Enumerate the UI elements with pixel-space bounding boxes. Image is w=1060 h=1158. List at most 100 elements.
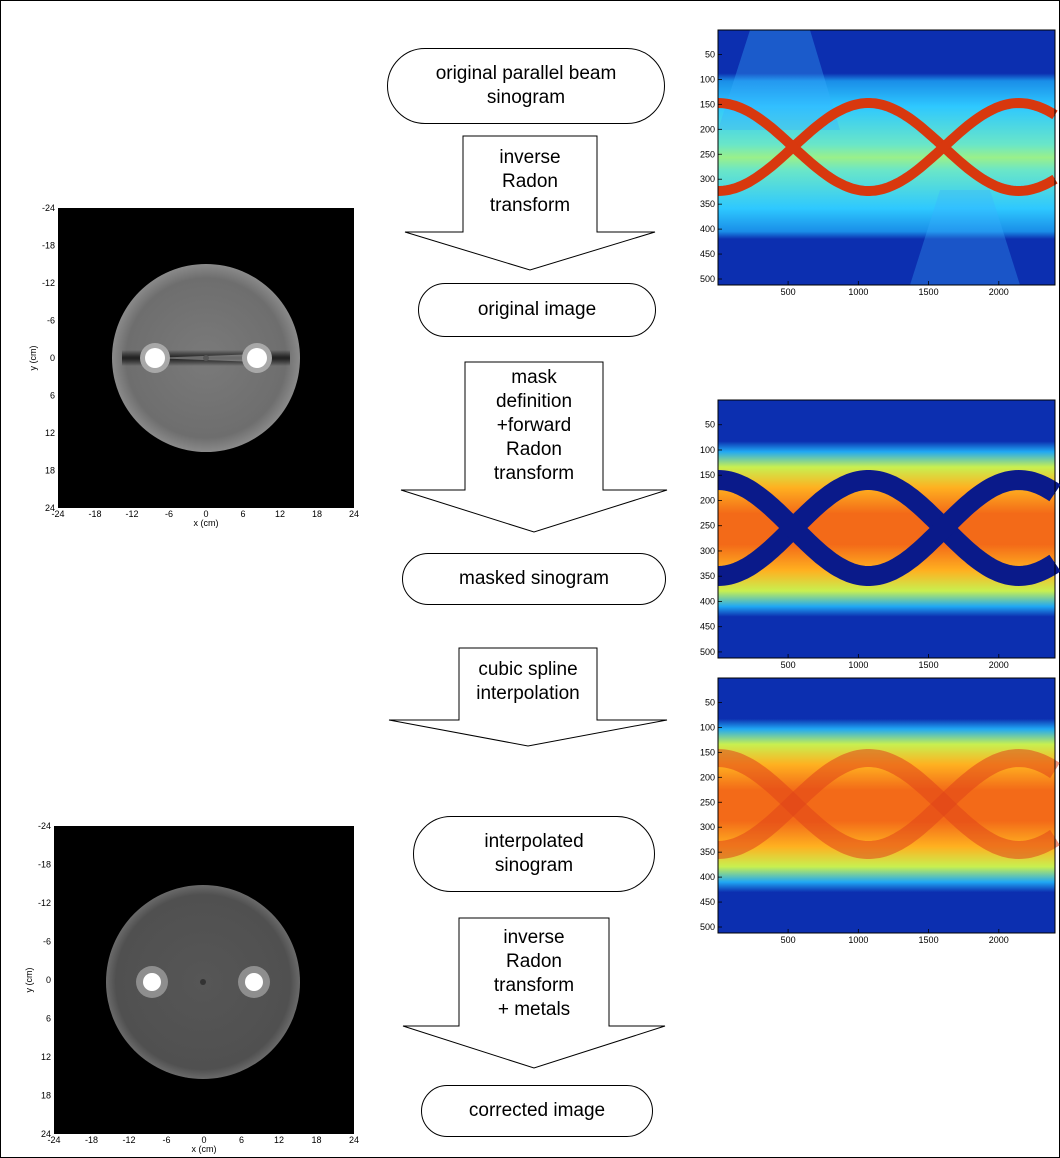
sinogram-masked-y-tick: 200 [700, 495, 715, 505]
arrow-cubic-spline: cubic spline interpolation [389, 648, 667, 746]
ct-original-svg: -24 -24 -18 -18 -12 -12 -6 -6 0 0 6 6 12 12 18 18 24 24 x … [0, 200, 320, 530]
sinogram-original-y-tick: 100 [700, 74, 715, 84]
ct-corrected-x-tick: 6 [239, 1135, 244, 1145]
sinogram-interpolated-y-tick: 350 [700, 847, 715, 857]
sinogram-masked-image [718, 400, 1055, 658]
arrow-inverse-radon-label: inverse Radon transform [405, 146, 655, 218]
sinogram-masked-x-tick: 1500 [919, 660, 939, 670]
ct-original-panel: -24 -24 -18 -18 -12 -12 -6 -6 0 0 6 6 12 12 18 18 24 24 x … [0, 200, 320, 530]
ct-original-x-tick: 18 [312, 509, 322, 519]
sinogram-interpolated-y-tick: 100 [700, 722, 715, 732]
ct-corrected-x-tick: 24 [349, 1135, 359, 1145]
sinogram-original-y-tick: 150 [700, 99, 715, 109]
sinogram-interpolated-panel: 500 1000 1500 2000 50 100 150 200 250 300 350 400 45… [690, 678, 1060, 948]
box-original-image-label: original image [478, 298, 596, 322]
sinogram-original-y-tick: 450 [700, 249, 715, 259]
ct-original-y-tick: 18 [45, 466, 55, 476]
ct-corrected-x-tick: 12 [274, 1135, 284, 1145]
sinogram-interpolated-x-tick: 1000 [848, 935, 868, 945]
sinogram-interpolated-y-tick: 300 [700, 822, 715, 832]
sinogram-original-x-tick: 1000 [848, 287, 868, 297]
ct-corrected-y-label: y (cm) [24, 968, 34, 993]
ct-original-x-tick: -12 [125, 509, 138, 519]
ct-original-metal-left [145, 348, 165, 368]
arrow-inverse-radon: inverse Radon transform [405, 136, 655, 270]
ct-corrected-y-tick: 12 [41, 1052, 51, 1062]
sinogram-interpolated-svg: 500 1000 1500 2000 50 100 150 200 250 300 350 400 45… [690, 678, 1060, 948]
ct-corrected-x-tick: -6 [162, 1135, 170, 1145]
sinogram-interpolated-x-tick: 2000 [989, 935, 1009, 945]
ct-original-x-tick: -18 [88, 509, 101, 519]
ct-original-y-tick: -6 [47, 316, 55, 326]
sinogram-masked-y-tick: 450 [700, 622, 715, 632]
ct-corrected-y-tick: -12 [38, 898, 51, 908]
ct-corrected-x-tick: -18 [85, 1135, 98, 1145]
ct-original-y-tick: -12 [42, 278, 55, 288]
sinogram-original-x-tick: 1500 [919, 287, 939, 297]
sinogram-interpolated-y-tick: 200 [700, 772, 715, 782]
sinogram-interpolated-y-tick: 400 [700, 872, 715, 882]
box-corrected-image: corrected image [421, 1085, 653, 1137]
arrow-inverse-radon-metals-label: inverse Radon transform + metals [403, 926, 665, 1022]
sinogram-masked-panel: 500 1000 1500 2000 50 100 150 200 250 300 350 400 45… [690, 400, 1060, 670]
ct-original-y-tick: 12 [45, 428, 55, 438]
box-interpolated-sinogram-label: interpolated sinogram [484, 830, 583, 878]
ct-corrected-panel: -24 -24 -18 -18 -12 -12 -6 -6 0 0 6 6 12 12 18 18 24 24 x … [0, 818, 320, 1158]
sinogram-interpolated-y-tick: 50 [705, 697, 715, 707]
sinogram-masked-y-tick: 500 [700, 647, 715, 657]
ct-original-y-tick: -18 [42, 241, 55, 251]
ct-original-x-tick: 24 [349, 509, 359, 519]
ct-corrected-y-tick: -6 [43, 937, 51, 947]
box-corrected-image-label: corrected image [469, 1099, 605, 1123]
sinogram-masked-y-tick: 350 [700, 571, 715, 581]
ct-corrected-y-tick: 0 [46, 975, 51, 985]
sinogram-original-y-tick: 200 [700, 124, 715, 134]
sinogram-original-y-tick: 500 [700, 274, 715, 284]
sinogram-masked-x-tick: 1000 [848, 660, 868, 670]
ct-corrected-metal-right [245, 973, 263, 991]
sinogram-original-y-tick: 350 [700, 199, 715, 209]
sinogram-masked-x-tick: 2000 [989, 660, 1009, 670]
ct-original-x-tick: -6 [165, 509, 173, 519]
ct-original-y-label: y (cm) [28, 346, 38, 371]
sinogram-masked-y-tick: 100 [700, 445, 715, 455]
sinogram-original-y-tick: 300 [700, 174, 715, 184]
sinogram-interpolated-y-tick: 250 [700, 797, 715, 807]
sinogram-masked-x-tick: 500 [781, 660, 796, 670]
box-interpolated-sinogram: interpolated sinogram [413, 816, 655, 892]
ct-corrected-y-tick: 18 [41, 1091, 51, 1101]
sinogram-masked-y-tick: 50 [705, 420, 715, 430]
ct-corrected-x-tick: 18 [311, 1135, 321, 1145]
ct-original-y-tick: 6 [50, 391, 55, 401]
sinogram-original-svg: 500 1000 1500 20005010015020025030035040045… [690, 30, 1060, 300]
arrow-mask-forward: mask definition +forward Radon transform [401, 362, 667, 532]
ct-corrected-metal-left [143, 973, 161, 991]
sinogram-interpolated-y-tick: 150 [700, 747, 715, 757]
box-original-sinogram-label: original parallel beam sinogram [436, 62, 617, 110]
sinogram-original-panel: 500 1000 1500 2000 50 100 150 200 250 300 350 400 45… [690, 30, 1060, 300]
ct-corrected-y-tick: 24 [41, 1129, 51, 1139]
box-original-image: original image [418, 283, 656, 337]
sinogram-original-x-tick: 500 [781, 287, 796, 297]
sinogram-interpolated-x-tick: 500 [781, 935, 796, 945]
ct-original-y-tick: 24 [45, 503, 55, 513]
ct-original-metal-right [247, 348, 267, 368]
ct-original-center-dot [203, 355, 209, 361]
sinogram-masked-svg: 500 1000 1500 2000 50 100 150 200 250 300 350 400 45… [690, 400, 1060, 670]
ct-corrected-x-label: x (cm) [192, 1144, 217, 1154]
box-original-sinogram: original parallel beam sinogram [387, 48, 665, 124]
box-masked-sinogram-label: masked sinogram [459, 567, 609, 591]
ct-corrected-y-tick: -24 [38, 821, 51, 831]
sinogram-masked-y-tick: 300 [700, 546, 715, 556]
ct-corrected-x-tick: -12 [122, 1135, 135, 1145]
box-masked-sinogram: masked sinogram [402, 553, 666, 605]
ct-original-x-label: x (cm) [194, 518, 219, 528]
ct-original-y-tick: -24 [42, 203, 55, 213]
sinogram-original-x-tick: 2000 [989, 287, 1009, 297]
sinogram-interpolated-y-tick: 450 [700, 897, 715, 907]
sinogram-original-y-tick: 250 [700, 149, 715, 159]
sinogram-masked-y-tick: 150 [700, 470, 715, 480]
ct-original-y-tick: 0 [50, 353, 55, 363]
sinogram-masked-y-tick: 250 [700, 521, 715, 531]
arrow-inverse-radon-metals: inverse Radon transform + metals [403, 918, 665, 1068]
